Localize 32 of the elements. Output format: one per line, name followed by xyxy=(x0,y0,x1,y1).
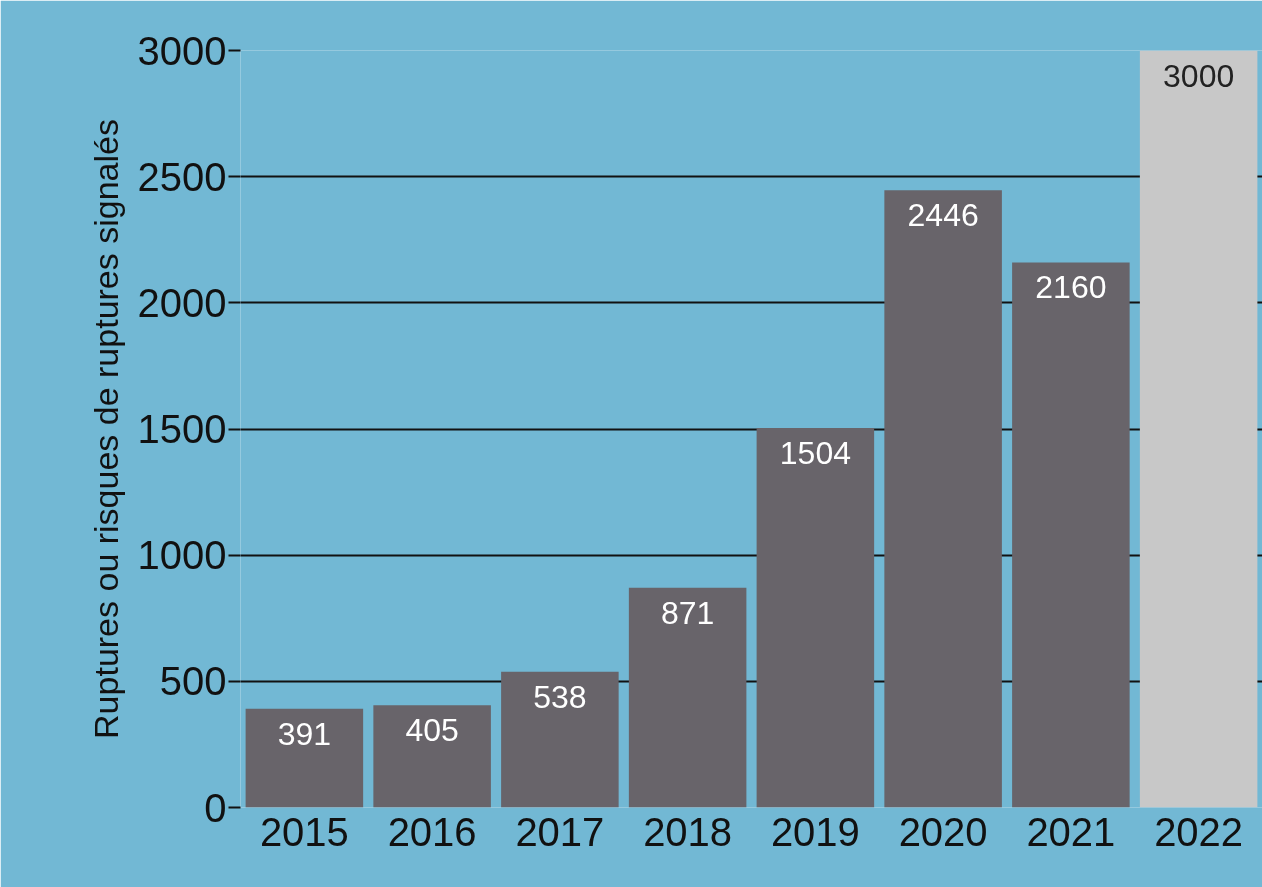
x-tick-label: 2016 xyxy=(387,809,477,854)
y-tick-label: 3000 xyxy=(137,28,227,73)
x-tick-label: 2022 xyxy=(1154,809,1244,854)
data-label: 1504 xyxy=(779,434,851,471)
y-tick-label: 1000 xyxy=(137,533,227,578)
bar xyxy=(884,190,1002,808)
data-label: 538 xyxy=(533,678,587,715)
y-tick-label: 500 xyxy=(159,659,227,704)
x-tick-label: 2015 xyxy=(259,809,349,854)
bar xyxy=(501,671,619,808)
bar xyxy=(628,587,747,808)
x-tick-label: 2017 xyxy=(515,809,605,854)
data-label: 871 xyxy=(660,594,715,631)
x-tick-label: 2021 xyxy=(1026,809,1116,854)
data-label: 391 xyxy=(277,715,332,752)
y-tick-label: 0 xyxy=(204,785,227,830)
y-tick-label: 1500 xyxy=(137,407,227,451)
data-label: 2160 xyxy=(1035,269,1107,306)
bar xyxy=(756,427,875,808)
y-tick-label: 2500 xyxy=(137,154,227,199)
bar xyxy=(373,705,491,808)
data-label: 2446 xyxy=(907,197,979,234)
x-tick-label: 2020 xyxy=(898,809,988,854)
data-label: 3000 xyxy=(1163,57,1235,94)
data-label: 405 xyxy=(405,712,459,749)
bar xyxy=(245,708,364,808)
bar xyxy=(1139,50,1258,808)
x-tick-label: 2019 xyxy=(770,809,860,854)
bar xyxy=(1012,262,1130,808)
x-tick-label: 2018 xyxy=(643,809,733,854)
y-axis-title: Ruptures ou risques de ruptures signalés xyxy=(86,119,125,739)
y-tick-label: 2000 xyxy=(137,280,227,325)
